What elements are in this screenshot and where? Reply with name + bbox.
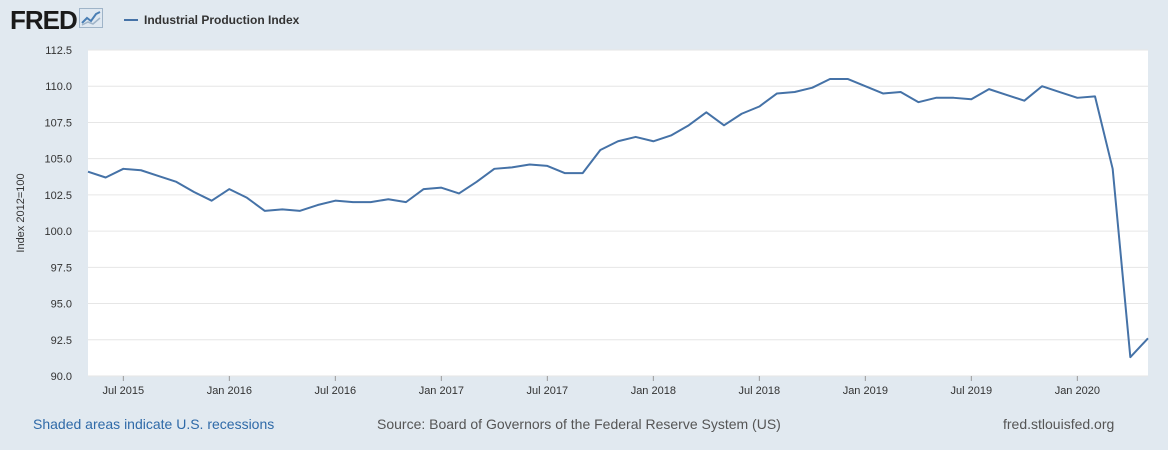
data-point[interactable] [633,134,639,140]
data-point[interactable] [350,199,356,205]
y-tick-label: 95.0 [51,299,72,311]
data-point[interactable] [403,199,409,205]
x-tick-label: Jan 2018 [631,385,676,397]
data-point[interactable] [774,90,780,96]
data-point[interactable] [226,186,232,192]
data-point[interactable] [315,202,321,208]
recessions-note-link[interactable]: Shaded areas indicate U.S. recessions [33,416,275,432]
data-point[interactable] [721,122,727,128]
data-point[interactable] [527,161,533,167]
fred-url-link[interactable]: fred.stlouisfed.org [1003,416,1115,432]
data-point[interactable] [209,198,215,204]
legend-label: Industrial Production Index [144,13,300,27]
data-point[interactable] [1145,335,1151,341]
gridlines [88,49,1148,377]
data-point[interactable] [845,76,851,82]
y-axis-ticks: 90.0 92.5 95.0 97.5 100.0 102.5 105.0 107.5 110.… [44,45,72,383]
data-point[interactable] [562,170,568,176]
data-point[interactable] [156,173,162,179]
data-point[interactable] [85,169,91,175]
series-line-industrial-production[interactable] [87,77,1149,359]
data-point[interactable] [1092,93,1098,99]
data-point[interactable] [686,122,692,128]
data-point[interactable] [1021,98,1027,104]
y-tick-label: 105.0 [44,154,72,166]
source-text: Source: Board of Governors of the Federa… [377,416,781,432]
data-point[interactable] [933,95,939,101]
chart-trend-icon [78,7,103,33]
data-point[interactable] [438,185,444,191]
y-tick-label: 102.5 [44,190,72,202]
data-point[interactable] [597,147,603,153]
data-point[interactable] [1039,83,1045,89]
data-point[interactable] [827,76,833,82]
data-point[interactable] [615,138,621,144]
x-tick-label: Jul 2018 [739,385,781,397]
x-tick-label: Jan 2016 [207,385,252,397]
data-point[interactable] [421,186,427,192]
fred-logo-text: FRED [10,5,78,35]
legend[interactable]: Industrial Production Index [124,13,299,27]
data-point[interactable] [650,138,656,144]
data-point[interactable] [191,189,197,195]
data-point[interactable] [262,208,268,214]
data-point[interactable] [703,109,709,115]
data-point[interactable] [244,195,250,201]
y-tick-label: 100.0 [44,226,72,238]
data-point[interactable] [756,104,762,110]
data-point[interactable] [279,206,285,212]
data-point[interactable] [862,83,868,89]
data-point[interactable] [580,170,586,176]
data-point[interactable] [385,196,391,202]
line-chart[interactable]: 90.0 92.5 95.0 97.5 100.0 102.5 105.0 107.5 110.… [0,0,1168,410]
x-axis-ticks: Jul 2015 Jan 2016 Jul 2016 Jan 2017 Jul 2017… [103,376,1100,397]
y-tick-label: 97.5 [51,262,72,274]
data-point[interactable] [880,90,886,96]
plot-area [88,50,1148,376]
x-tick-label: Jul 2019 [951,385,993,397]
series-layer [85,76,1151,360]
x-tick-label: Jan 2017 [419,385,464,397]
data-point[interactable] [986,86,992,92]
x-tick-label: Jul 2015 [103,385,145,397]
data-point[interactable] [792,89,798,95]
y-tick-label: 112.5 [45,45,72,57]
x-tick-label: Jul 2016 [315,385,357,397]
x-tick-label: Jan 2020 [1055,385,1100,397]
data-point[interactable] [915,99,921,105]
data-point[interactable] [456,190,462,196]
data-point[interactable] [491,166,497,172]
x-tick-label: Jul 2017 [527,385,569,397]
data-point[interactable] [138,167,144,173]
data-point[interactable] [1004,92,1010,98]
data-point[interactable] [332,198,338,204]
legend-swatch [124,19,138,21]
data-point[interactable] [474,179,480,185]
y-tick-label: 107.5 [44,117,72,129]
data-point[interactable] [120,166,126,172]
chart-footer: Shaded areas indicate U.S. recessions So… [0,416,1168,436]
data-point[interactable] [898,89,904,95]
data-point[interactable] [509,164,515,170]
data-point[interactable] [297,208,303,214]
data-point[interactable] [1110,166,1116,172]
y-tick-label: 90.0 [51,371,72,383]
data-point[interactable] [1057,89,1063,95]
data-point[interactable] [668,132,674,138]
data-point[interactable] [809,85,815,91]
data-point[interactable] [544,163,550,169]
fred-logo[interactable]: FRED [10,6,103,34]
y-tick-label: 110.0 [45,81,72,93]
data-point[interactable] [1127,354,1133,360]
data-point[interactable] [739,111,745,117]
x-tick-label: Jan 2019 [843,385,888,397]
data-point[interactable] [968,96,974,102]
y-axis-title: Index 2012=100 [15,173,27,252]
data-point[interactable] [951,95,957,101]
data-point[interactable] [103,175,109,181]
data-point[interactable] [173,179,179,185]
y-tick-label: 92.5 [51,335,72,347]
data-point[interactable] [1074,95,1080,101]
data-point[interactable] [368,199,374,205]
